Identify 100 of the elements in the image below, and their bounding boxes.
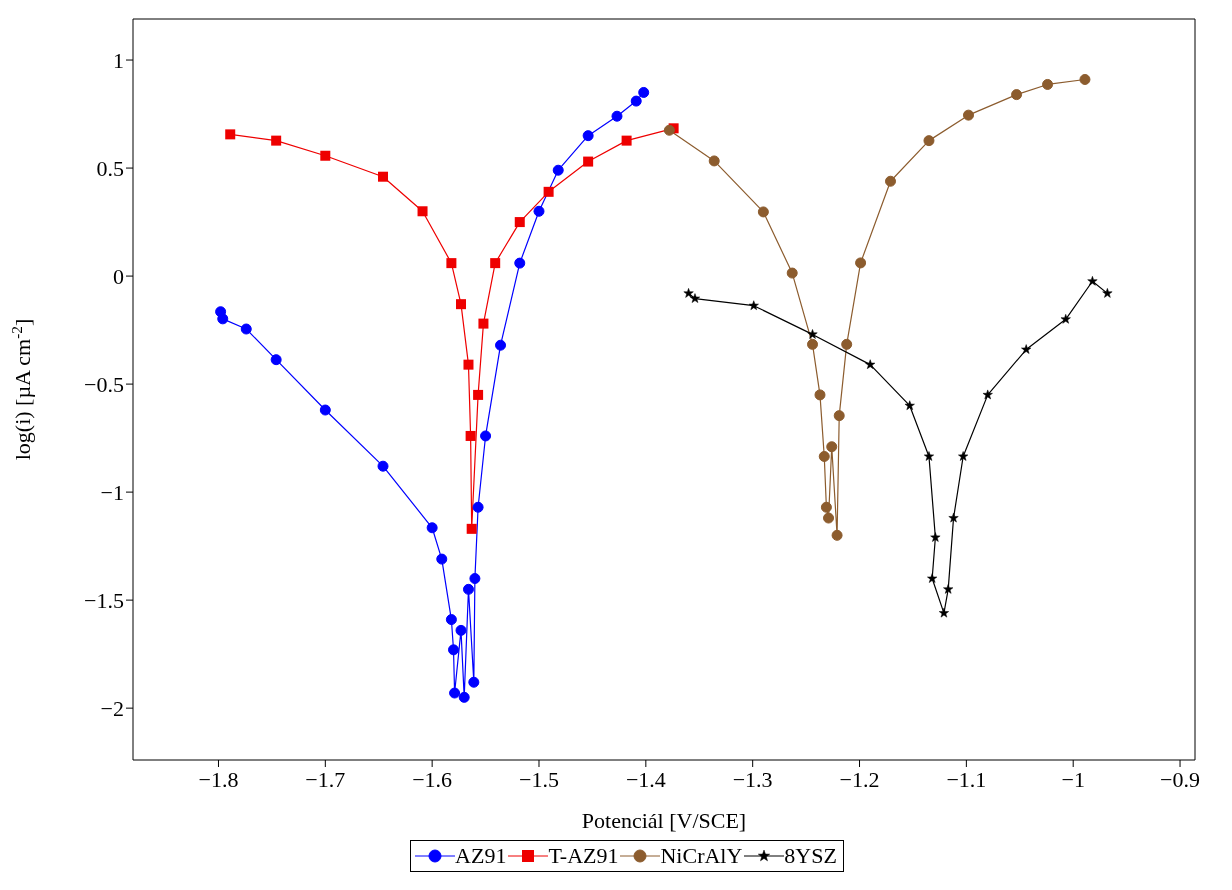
point — [818, 450, 830, 462]
point — [689, 293, 700, 303]
y-tick-label: 0.5 — [96, 155, 124, 181]
point — [473, 389, 484, 400]
point — [472, 501, 484, 513]
x-tick-label: −1.2 — [839, 766, 880, 792]
point — [948, 512, 959, 523]
point — [468, 676, 480, 688]
x-axis-title: Potenciál [V/SCE] — [581, 808, 747, 833]
point — [938, 607, 949, 618]
x-tick-label: −1.7 — [305, 766, 346, 792]
point — [217, 313, 229, 325]
x-tick-label: −1.4 — [625, 766, 666, 792]
point — [963, 109, 974, 121]
point — [480, 430, 492, 442]
point — [514, 257, 526, 269]
point — [1060, 314, 1071, 324]
point — [786, 267, 798, 279]
point — [319, 404, 331, 416]
point — [455, 624, 467, 636]
point — [449, 687, 461, 699]
point — [448, 644, 460, 656]
point — [1011, 89, 1023, 101]
legend-label: T-AZ91 — [548, 843, 619, 869]
point — [831, 529, 843, 541]
legend-label: NiCrAlY — [660, 843, 743, 869]
point — [463, 359, 474, 370]
point — [271, 135, 282, 146]
legend-label: AZ91 — [455, 843, 507, 869]
point — [446, 258, 457, 269]
point — [923, 451, 934, 461]
x-tick-label: −1.6 — [412, 766, 453, 792]
point — [621, 135, 632, 146]
point — [490, 258, 501, 269]
point — [885, 175, 896, 187]
x-tick-label: −1.5 — [519, 766, 559, 792]
point — [683, 288, 694, 298]
point — [904, 400, 915, 410]
x-tick-label: −1.3 — [732, 766, 773, 792]
point — [270, 354, 282, 366]
point — [462, 583, 474, 595]
point — [469, 573, 481, 585]
y-tick-label: −0.5 — [84, 371, 124, 397]
point — [748, 300, 759, 310]
point — [982, 389, 993, 400]
point — [378, 171, 389, 182]
x-tick-label: −0.9 — [1160, 766, 1200, 792]
point — [426, 522, 438, 534]
y-tick-label: −1 — [100, 479, 124, 505]
point — [1087, 276, 1098, 286]
point — [826, 441, 838, 453]
point — [582, 130, 594, 142]
point — [445, 614, 457, 626]
point — [757, 206, 769, 218]
point — [543, 186, 554, 197]
point — [495, 339, 507, 351]
point — [807, 329, 818, 339]
point — [514, 217, 525, 228]
point — [533, 205, 545, 217]
point — [807, 338, 819, 350]
point — [833, 410, 845, 422]
point — [417, 206, 428, 217]
point — [458, 691, 470, 703]
point — [1079, 73, 1091, 85]
point — [927, 573, 938, 583]
point — [611, 110, 623, 122]
point — [478, 318, 489, 329]
point — [820, 501, 832, 513]
point — [1102, 288, 1113, 298]
y-tick-label: 1 — [113, 47, 124, 73]
legend-label: 8YSZ — [784, 843, 837, 869]
y-tick-label: −2 — [100, 695, 124, 721]
point — [240, 323, 252, 335]
point — [1021, 344, 1032, 354]
point — [1042, 78, 1054, 90]
point — [855, 257, 867, 269]
point — [436, 553, 448, 565]
point — [583, 156, 594, 167]
point — [814, 389, 826, 401]
y-tick-label: −1.5 — [84, 587, 124, 613]
point — [958, 451, 969, 461]
point — [456, 299, 466, 310]
point — [923, 135, 935, 147]
point — [663, 124, 675, 136]
point — [465, 430, 476, 441]
point — [377, 460, 389, 472]
x-tick-label: −1.1 — [946, 766, 987, 792]
point — [225, 129, 236, 140]
point — [930, 532, 941, 542]
x-tick-label: −1.8 — [198, 766, 239, 792]
point — [865, 359, 876, 369]
point — [841, 338, 853, 350]
point — [466, 523, 477, 534]
y-tick-label: 0 — [113, 263, 124, 289]
point — [630, 95, 642, 107]
point — [823, 512, 835, 524]
x-tick-label: −1 — [1061, 766, 1085, 792]
point — [638, 86, 650, 98]
point — [943, 584, 954, 594]
point — [708, 155, 720, 167]
